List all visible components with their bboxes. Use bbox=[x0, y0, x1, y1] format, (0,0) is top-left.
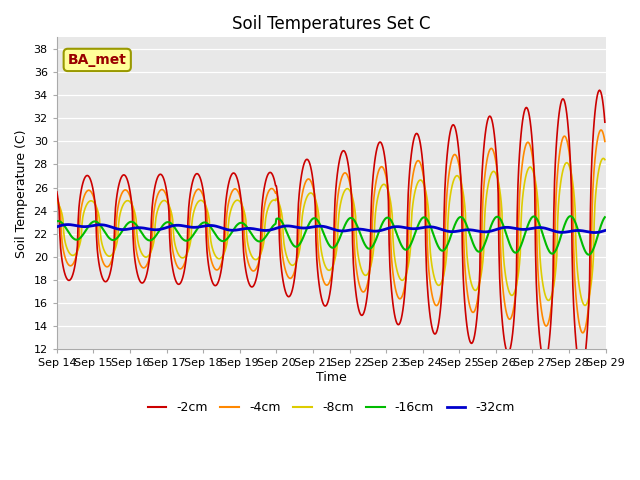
Title: Soil Temperatures Set C: Soil Temperatures Set C bbox=[232, 15, 431, 33]
Legend: -2cm, -4cm, -8cm, -16cm, -32cm: -2cm, -4cm, -8cm, -16cm, -32cm bbox=[143, 396, 520, 419]
X-axis label: Time: Time bbox=[316, 371, 347, 384]
Y-axis label: Soil Temperature (C): Soil Temperature (C) bbox=[15, 129, 28, 258]
Text: BA_met: BA_met bbox=[68, 53, 127, 67]
